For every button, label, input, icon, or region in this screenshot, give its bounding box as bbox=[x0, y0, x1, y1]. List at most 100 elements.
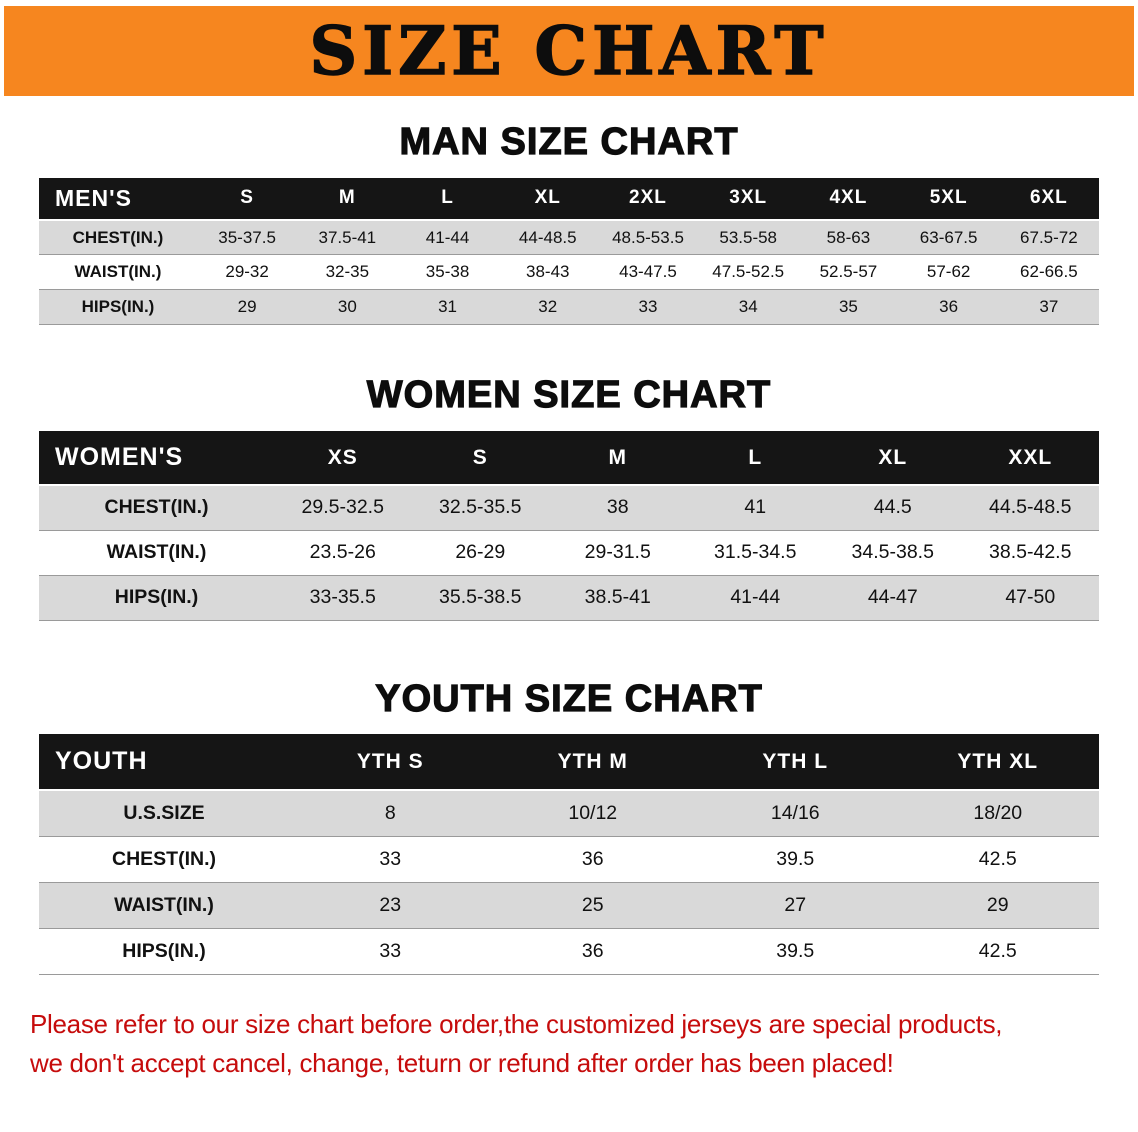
table-row: WAIST(IN.) 23.5-26 26-29 29-31.5 31.5-34.5 34… bbox=[39, 530, 1099, 576]
size-header-cell: S bbox=[411, 431, 549, 487]
table-row: CHEST(IN.) 29.5-32.5 32.5-35.5 38 41 44.5 44.5… bbox=[39, 485, 1099, 531]
size-chart-banner: SIZE CHART bbox=[4, 6, 1134, 96]
table-title-cell: WOMEN'S bbox=[39, 431, 274, 487]
size-header-cell: YTH M bbox=[491, 734, 694, 792]
value-cell: 35 bbox=[798, 289, 899, 326]
size-header-cell: XS bbox=[274, 431, 412, 487]
value-cell: 35-38 bbox=[397, 254, 498, 291]
row-label-cell: CHEST(IN.) bbox=[39, 836, 289, 883]
table-row: U.S.SIZE 8 10/12 14/16 18/20 bbox=[39, 790, 1099, 837]
value-cell: 63-67.5 bbox=[898, 219, 999, 256]
row-label-cell: HIPS(IN.) bbox=[39, 928, 289, 975]
value-cell: 18/20 bbox=[896, 790, 1099, 837]
value-cell: 37.5-41 bbox=[297, 219, 398, 256]
value-cell: 23.5-26 bbox=[274, 530, 412, 576]
mens-chart-heading: MAN SIZE CHART bbox=[399, 121, 739, 164]
value-cell: 38-43 bbox=[497, 254, 598, 291]
value-cell: 38.5-41 bbox=[549, 575, 687, 621]
row-label-cell: WAIST(IN.) bbox=[39, 254, 197, 291]
value-cell: 30 bbox=[297, 289, 398, 326]
size-header-cell: 6XL bbox=[998, 177, 1099, 221]
value-cell: 25 bbox=[491, 882, 694, 929]
value-cell: 31.5-34.5 bbox=[686, 530, 824, 576]
value-cell: 31 bbox=[397, 289, 498, 326]
value-cell: 29-32 bbox=[197, 254, 298, 291]
value-cell: 47-50 bbox=[961, 575, 1099, 621]
value-cell: 33 bbox=[597, 289, 699, 326]
size-header-cell: 4XL bbox=[798, 177, 899, 221]
youth-chart-heading: YOUTH SIZE CHART bbox=[375, 677, 763, 720]
value-cell: 67.5-72 bbox=[998, 219, 1099, 256]
value-cell: 23 bbox=[289, 882, 492, 929]
value-cell: 33 bbox=[289, 836, 492, 883]
table-row: WAIST(IN.) 29-32 32-35 35-38 38-43 43-47.5 47.… bbox=[39, 254, 1099, 291]
table-title-cell: YOUTH bbox=[39, 734, 289, 792]
value-cell: 35-37.5 bbox=[197, 219, 298, 256]
value-cell: 10/12 bbox=[491, 790, 694, 837]
value-cell: 33-35.5 bbox=[274, 575, 412, 621]
value-cell: 37 bbox=[998, 289, 1099, 326]
table-header-row: MEN'S S M L XL 2XL 3XL 4XL 5XL 6XL bbox=[39, 177, 1099, 221]
value-cell: 42.5 bbox=[896, 928, 1099, 975]
table-row: CHEST(IN.) 33 36 39.5 42.5 bbox=[39, 836, 1099, 883]
value-cell: 36 bbox=[898, 289, 999, 326]
size-header-cell: XL bbox=[497, 177, 598, 221]
size-header-cell: M bbox=[549, 431, 687, 487]
value-cell: 52.5-57 bbox=[798, 254, 899, 291]
value-cell: 38 bbox=[549, 485, 687, 531]
size-header-cell: XXL bbox=[961, 431, 1099, 487]
size-header-cell: L bbox=[686, 431, 824, 487]
value-cell: 26-29 bbox=[411, 530, 549, 576]
value-cell: 41-44 bbox=[397, 219, 498, 256]
table-row: HIPS(IN.) 33 36 39.5 42.5 bbox=[39, 928, 1099, 975]
value-cell: 36 bbox=[491, 928, 694, 975]
value-cell: 53.5-58 bbox=[698, 219, 799, 256]
value-cell: 62-66.5 bbox=[998, 254, 1099, 291]
size-header-cell: YTH XL bbox=[896, 734, 1099, 792]
value-cell: 48.5-53.5 bbox=[597, 219, 699, 256]
table-row: WAIST(IN.) 23 25 27 29 bbox=[39, 882, 1099, 929]
value-cell: 32 bbox=[497, 289, 598, 326]
value-cell: 36 bbox=[491, 836, 694, 883]
value-cell: 38.5-42.5 bbox=[961, 530, 1099, 576]
value-cell: 29-31.5 bbox=[549, 530, 687, 576]
womens-size-table: WOMEN'S XS S M L XL XXL CHEST(IN.) 29.5-32.5 32.5… bbox=[39, 431, 1099, 621]
value-cell: 44-48.5 bbox=[497, 219, 598, 256]
size-header-cell: 2XL bbox=[597, 177, 699, 221]
value-cell: 32-35 bbox=[297, 254, 398, 291]
value-cell: 29.5-32.5 bbox=[274, 485, 412, 531]
value-cell: 44-47 bbox=[824, 575, 962, 621]
table-header-row: WOMEN'S XS S M L XL XXL bbox=[39, 431, 1099, 487]
size-header-cell: 3XL bbox=[698, 177, 799, 221]
value-cell: 34.5-38.5 bbox=[824, 530, 962, 576]
value-cell: 58-63 bbox=[798, 219, 899, 256]
size-header-cell: YTH L bbox=[694, 734, 897, 792]
table-title-cell: MEN'S bbox=[39, 177, 197, 221]
row-label-cell: U.S.SIZE bbox=[39, 790, 289, 837]
youth-size-table: YOUTH YTH S YTH M YTH L YTH XL U.S.SIZE 8 10/12… bbox=[39, 734, 1099, 975]
value-cell: 35.5-38.5 bbox=[411, 575, 549, 621]
value-cell: 33 bbox=[289, 928, 492, 975]
value-cell: 39.5 bbox=[694, 836, 897, 883]
footer-note: Please refer to our size chart before or… bbox=[30, 1005, 1138, 1083]
value-cell: 32.5-35.5 bbox=[411, 485, 549, 531]
value-cell: 14/16 bbox=[694, 790, 897, 837]
table-row: HIPS(IN.) 29 30 31 32 33 34 35 36 37 bbox=[39, 289, 1099, 326]
value-cell: 57-62 bbox=[898, 254, 999, 291]
row-label-cell: CHEST(IN.) bbox=[39, 219, 197, 256]
size-header-cell: M bbox=[297, 177, 398, 221]
value-cell: 8 bbox=[289, 790, 492, 837]
value-cell: 29 bbox=[896, 882, 1099, 929]
value-cell: 43-47.5 bbox=[597, 254, 699, 291]
size-header-cell: 5XL bbox=[898, 177, 999, 221]
row-label-cell: WAIST(IN.) bbox=[39, 882, 289, 929]
value-cell: 41-44 bbox=[686, 575, 824, 621]
value-cell: 44.5 bbox=[824, 485, 962, 531]
mens-size-table: MEN'S S M L XL 2XL 3XL 4XL 5XL 6XL CHEST(IN.) 35-37… bbox=[39, 177, 1099, 326]
size-header-cell: YTH S bbox=[289, 734, 492, 792]
page-title: SIZE CHART bbox=[309, 12, 829, 90]
value-cell: 27 bbox=[694, 882, 897, 929]
row-label-cell: HIPS(IN.) bbox=[39, 289, 197, 326]
value-cell: 44.5-48.5 bbox=[961, 485, 1099, 531]
womens-chart-heading: WOMEN SIZE CHART bbox=[366, 374, 772, 417]
